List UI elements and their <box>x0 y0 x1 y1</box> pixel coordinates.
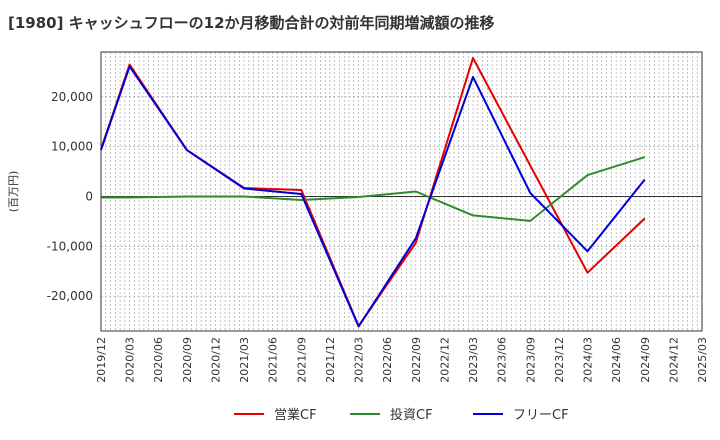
x-tick-label: 2020/09 <box>181 337 194 383</box>
x-tick-label: 2022/12 <box>438 337 451 383</box>
plot-area <box>100 51 703 332</box>
legend-label: 投資CF <box>390 407 433 423</box>
grid-lines <box>100 52 702 331</box>
x-tick-label: 2023/09 <box>524 337 537 383</box>
series-lines <box>100 57 646 328</box>
y-tick-label: 10,000 <box>51 140 93 154</box>
x-tick-label: 2024/06 <box>610 337 623 383</box>
legend-label: 営業CF <box>274 407 317 423</box>
legend: 営業CF 投資CF フリーCF <box>234 407 569 423</box>
y-tick-label: 20,000 <box>51 90 93 104</box>
x-tick-label: 2024/03 <box>582 337 595 383</box>
x-tick-label: 2025/03 <box>696 337 709 383</box>
x-tick-label: 2024/09 <box>639 337 652 383</box>
series-line-1 <box>101 156 646 222</box>
x-tick-label: 2023/06 <box>496 337 509 383</box>
y-tick-label: 0 <box>85 189 93 203</box>
chart-title: [1980] キャッシュフローの12か月移動合計の対前年同期増減額の推移 <box>8 14 495 32</box>
x-tick-label: 2023/03 <box>467 337 480 383</box>
y-axis-ticks: -20,000 -10,000 0 10,000 20,000 <box>47 90 93 303</box>
x-tick-label: 2022/06 <box>381 337 394 383</box>
x-tick-label: 2020/03 <box>124 337 137 383</box>
series-line-2 <box>100 65 646 328</box>
x-tick-label: 2019/12 <box>95 337 108 383</box>
x-tick-label: 2020/12 <box>209 337 222 383</box>
legend-label: フリーCF <box>513 408 569 423</box>
y-tick-label: -10,000 <box>47 239 93 253</box>
x-axis-ticks: 2019/12 2020/03 2020/06 2020/09 2020/12 2021/… <box>95 337 709 383</box>
x-tick-label: 2021/06 <box>267 337 280 383</box>
y-axis-label: (百万円) <box>7 171 20 213</box>
x-tick-label: 2020/06 <box>152 337 165 383</box>
y-tick-label: -20,000 <box>47 289 93 303</box>
x-tick-label: 2023/12 <box>553 337 566 383</box>
x-tick-label: 2021/12 <box>324 337 337 383</box>
x-tick-label: 2022/09 <box>410 337 423 383</box>
x-tick-label: 2021/03 <box>238 337 251 383</box>
x-tick-label: 2022/03 <box>353 337 366 383</box>
x-tick-label: 2024/12 <box>667 337 680 383</box>
x-tick-label: 2021/09 <box>295 337 308 383</box>
